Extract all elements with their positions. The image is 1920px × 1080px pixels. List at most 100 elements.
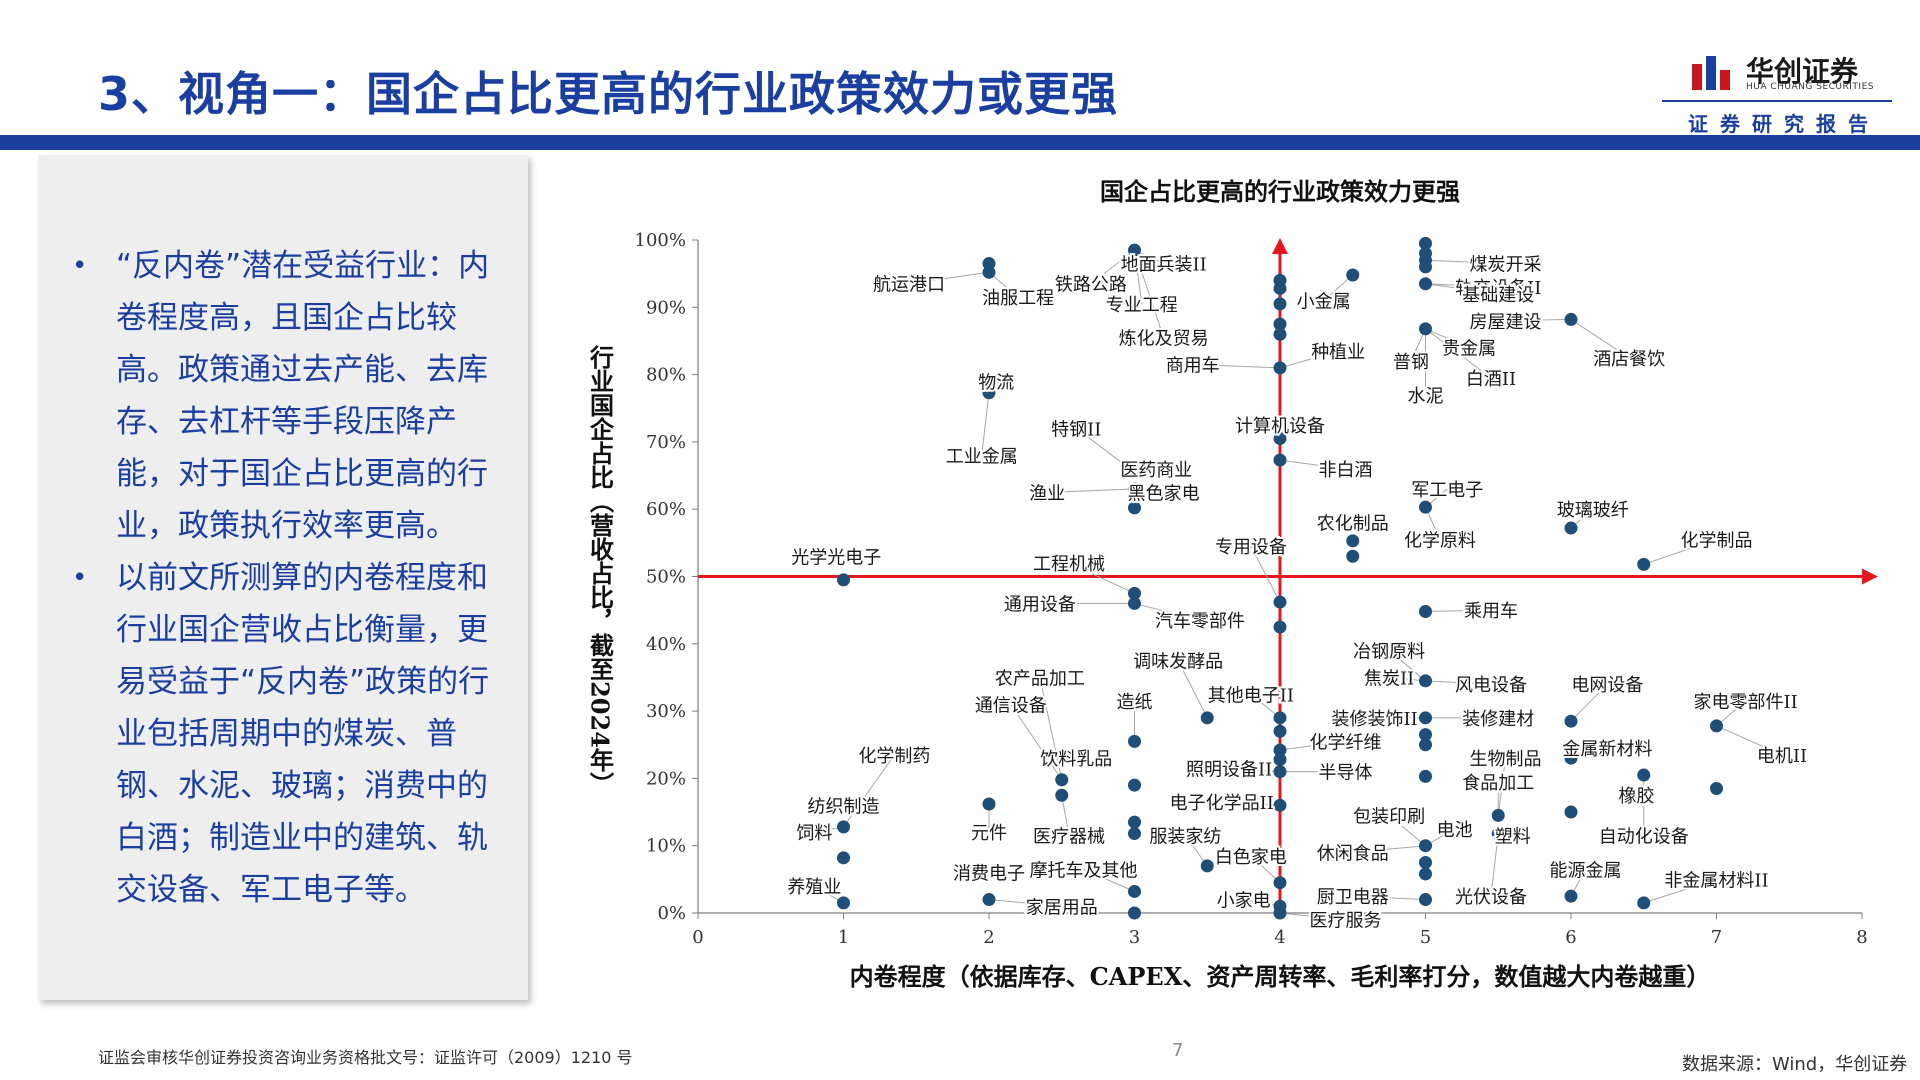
title-bar — [0, 135, 1920, 150]
leader-line — [1134, 602, 1201, 621]
brand-logo-icon — [1692, 56, 1730, 90]
point-label: 装修装饰II — [1331, 709, 1417, 730]
point-label: 化学制药 — [858, 746, 930, 767]
scatter-point — [1419, 260, 1432, 274]
point-label: 农化制品 — [1317, 514, 1389, 535]
scatter-point — [837, 573, 850, 587]
y-tick-label: 30% — [646, 701, 686, 722]
scatter-point — [1637, 768, 1651, 782]
point-label: 炼化及贸易 — [1119, 329, 1209, 350]
scatter-point — [1419, 711, 1432, 725]
leader-line — [1352, 895, 1426, 901]
summary-bullet: • 以前文所测算的内卷程度和行业国企营收占比衡量，更易受益于“反内卷”政策的行业… — [58, 552, 518, 916]
scatter-point — [1273, 297, 1287, 311]
point-label: 轨交设备II — [1455, 278, 1541, 299]
scatter-point — [1419, 893, 1432, 907]
scatter-point — [1128, 501, 1141, 515]
leader-line — [1039, 677, 1063, 780]
license-note: 证监会审核华创证券投资咨询业务资格批文号：证监许可（2009）1210 号 — [98, 1048, 633, 1067]
scatter-point — [1128, 778, 1141, 792]
scatter-point — [1419, 322, 1432, 336]
point-label: 冶钢原料 — [1353, 642, 1425, 663]
leader-line — [1388, 815, 1426, 847]
point-label: 家居用品 — [1026, 897, 1098, 918]
summary-bullets: • “反内卷”潜在受益行业：内卷程度高，且国企占比较高。政策通过去产能、去库存、… — [58, 240, 518, 916]
scatter-point — [1419, 738, 1432, 752]
leader-line — [1250, 855, 1281, 884]
leader-line — [1570, 683, 1608, 722]
leader-line — [1229, 767, 1281, 773]
point-label: 电网设备 — [1571, 675, 1643, 696]
point-label: 养殖业 — [787, 876, 841, 898]
point-label: 风电设备 — [1455, 675, 1527, 696]
scatter-point — [1273, 753, 1287, 767]
scatter-point — [1419, 674, 1432, 688]
leader-line — [1643, 539, 1717, 565]
point-label: 服装家纺 — [1149, 827, 1221, 848]
brand-name-en: HUA CHUANG SECURITIES — [1746, 82, 1874, 92]
scatter-point — [1491, 827, 1505, 841]
point-label: 摩托车及其他 — [1030, 860, 1138, 881]
point-label: 纺织制造 — [808, 796, 880, 817]
scatter-point — [1273, 743, 1287, 757]
x-axis-title: 内卷程度（依据库存、CAPEX、资产周转率、毛利率打分，数值越大内卷越重） — [850, 962, 1711, 991]
scatter-point — [1710, 719, 1723, 733]
point-label: 塑料 — [1495, 827, 1531, 848]
leader-line — [1490, 833, 1499, 897]
y-axis-title: 行业国企占比（营收占比，截至2024年） — [586, 344, 615, 796]
point-label: 非白酒 — [1318, 460, 1372, 481]
scatter-point — [1419, 856, 1432, 870]
leader-line — [1497, 758, 1507, 816]
point-label: 小家电 — [1217, 891, 1271, 912]
scatter-point — [1637, 896, 1651, 910]
point-label: 种植业 — [1311, 342, 1365, 363]
point-label: 能源金属 — [1550, 860, 1622, 881]
scatter-point — [1128, 815, 1141, 829]
leader-line — [1425, 283, 1499, 288]
x-tick-label: 7 — [1711, 927, 1722, 948]
scatter-point — [1564, 751, 1578, 765]
scatter-point — [1128, 596, 1141, 610]
point-label: 铁路公路 — [1055, 275, 1127, 296]
point-label: 医药商业 — [1120, 460, 1192, 481]
point-label: 生物制品 — [1470, 749, 1542, 770]
point-label: 房屋建设 — [1470, 312, 1542, 333]
point-label: 工程机械 — [1033, 554, 1105, 575]
y-tick-label: 50% — [646, 567, 686, 588]
leader-line — [1047, 488, 1135, 493]
point-label: 光学光电子 — [791, 547, 881, 568]
report-label: 证券研究报告 — [1688, 112, 1880, 136]
scatter-point — [982, 797, 996, 811]
leader-line — [1134, 249, 1165, 338]
scatter-point — [1419, 728, 1432, 742]
brand-logo: 华创证券 HUA CHUANG SECURITIES — [1690, 50, 1890, 100]
scatter-point — [1273, 798, 1287, 812]
point-label: 特钢II — [1051, 419, 1101, 440]
point-label: 食品加工 — [1462, 773, 1534, 794]
point-label: 半导体 — [1318, 763, 1372, 784]
leader-line — [1068, 562, 1135, 594]
scatter-point — [1346, 549, 1360, 563]
scatter-point — [1419, 236, 1432, 250]
scatter-point — [1346, 534, 1360, 548]
point-label: 消费电子 — [953, 864, 1025, 885]
x-tick-label: 3 — [1129, 927, 1140, 948]
scatter-point — [1273, 876, 1287, 890]
point-label: 小金属 — [1297, 292, 1351, 313]
scatter-chart: 国企占比更高的行业政策效力更强 0 1 2 3 4 5 6 7 8 0% 10% 20% 30% 40% 50… — [560, 165, 1900, 1005]
scatter-point — [1419, 604, 1432, 618]
point-label: 油服工程 — [982, 288, 1054, 309]
scatter-point — [982, 265, 996, 279]
point-label: 照明设备II — [1186, 759, 1272, 780]
y-tick-label: 90% — [646, 297, 686, 318]
scatter-point — [1273, 453, 1287, 467]
scatter-point — [1564, 312, 1578, 326]
point-label: 调味发酵品 — [1133, 652, 1223, 673]
summary-bullet-text: “反内卷”潜在受益行业：内卷程度高，且国企占比较高。政策通过去产能、去库存、去杠… — [116, 248, 490, 544]
leader-line — [1061, 795, 1070, 836]
leader-line — [1505, 318, 1572, 322]
scatter-point — [1419, 769, 1432, 783]
scatter-point — [1273, 906, 1287, 920]
leader-line — [1279, 912, 1346, 921]
